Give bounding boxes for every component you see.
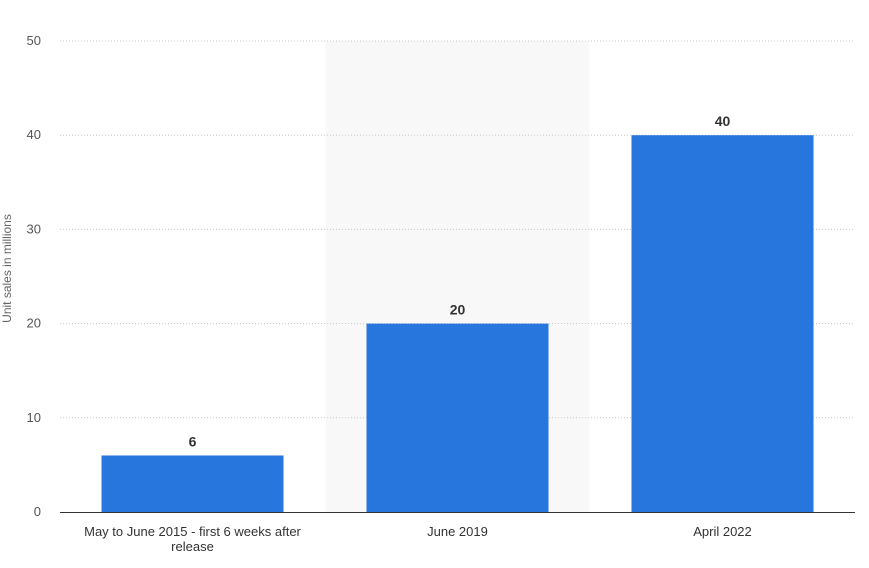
x-category-label: May to June 2015 - first 6 weeks after re… — [84, 524, 301, 554]
data-labels: 6 20 40 — [189, 113, 731, 449]
bar[interactable] — [631, 135, 814, 512]
y-tick-label: 0 — [34, 504, 41, 519]
bar[interactable] — [366, 323, 549, 512]
data-label: 20 — [450, 302, 466, 318]
y-axis-label: Unit sales in millions — [0, 214, 14, 323]
data-label: 40 — [715, 113, 731, 129]
y-tick-label: 20 — [27, 316, 41, 331]
gridlines — [60, 40, 855, 419]
y-axis-ticks: 0 10 20 30 40 50 — [27, 33, 41, 519]
bar[interactable] — [101, 455, 284, 512]
y-tick-label: 10 — [27, 410, 41, 425]
y-tick-label: 30 — [27, 221, 41, 236]
y-tick-label: 40 — [27, 127, 41, 142]
bars — [101, 135, 814, 512]
data-label: 6 — [189, 433, 197, 449]
x-category-label: April 2022 — [693, 524, 752, 539]
x-category-label: June 2019 — [427, 524, 488, 539]
y-tick-label: 50 — [27, 33, 41, 48]
x-axis-categories: May to June 2015 - first 6 weeks after re… — [84, 524, 752, 554]
